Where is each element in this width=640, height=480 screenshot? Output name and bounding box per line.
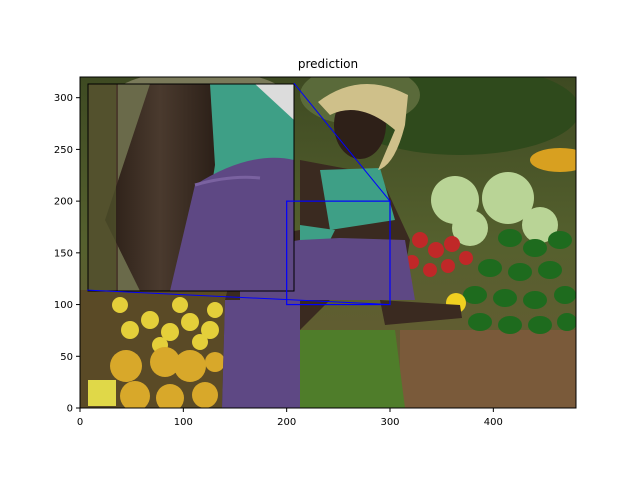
chart-title: prediction: [298, 57, 358, 71]
y-tick-label: 250: [54, 145, 73, 156]
x-tick-label: 200: [277, 417, 296, 428]
zoom-inset: [88, 84, 294, 291]
y-tick-label: 100: [54, 300, 73, 311]
inset-frame: [87, 83, 295, 292]
y-axis: 0 50 100 150 200 250 300: [54, 93, 80, 415]
zoom-connector-top: [293, 82, 391, 202]
photo-image: [80, 77, 576, 408]
y-tick-label: 200: [54, 197, 73, 208]
x-tick-label: 100: [174, 417, 193, 428]
x-axis: 0 100 200 300 400: [77, 408, 503, 428]
y-tick-label: 300: [54, 93, 73, 104]
zoom-connector-bottom: [87, 289, 391, 306]
zoom-indicator: [87, 82, 391, 306]
x-tick-label: 400: [484, 417, 503, 428]
x-tick-label: 300: [380, 417, 399, 428]
zoom-region-box: [286, 200, 391, 306]
y-tick-label: 150: [54, 248, 73, 259]
x-tick-label: 0: [77, 417, 83, 428]
axes-frame: [79, 76, 577, 409]
y-tick-label: 50: [60, 352, 73, 363]
y-tick-label: 0: [67, 404, 73, 415]
